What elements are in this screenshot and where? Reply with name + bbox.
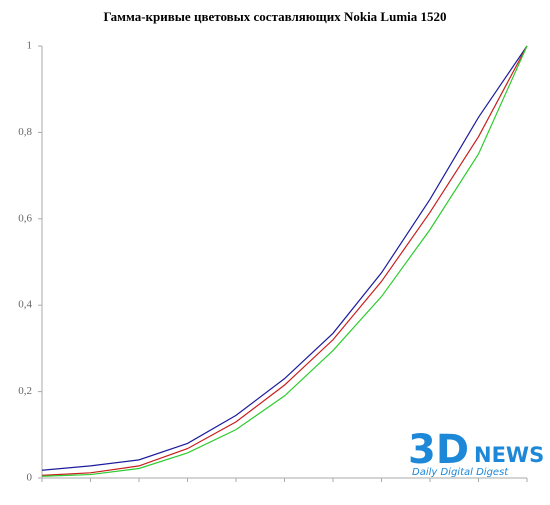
watermark: 3D NEWS Daily Digital Digest (408, 427, 544, 478)
series-line (41, 45, 528, 477)
series-line (41, 45, 528, 471)
y-tick-label: 0,4 (18, 299, 32, 311)
y-tick-label: 1 (27, 40, 33, 52)
logo-tagline: Daily Digital Digest (412, 467, 509, 478)
y-tick-label: 0,6 (18, 212, 32, 224)
chart-title: Гамма-кривые цветовых составляющих Nokia… (103, 9, 446, 24)
logo-3d: 3D (408, 427, 469, 473)
y-tick-label: 0,8 (18, 126, 32, 138)
logo-news: NEWS (474, 443, 544, 467)
y-tick-label: 0,2 (18, 385, 32, 397)
series-line (41, 45, 528, 477)
y-tick-label: 0 (27, 472, 33, 484)
